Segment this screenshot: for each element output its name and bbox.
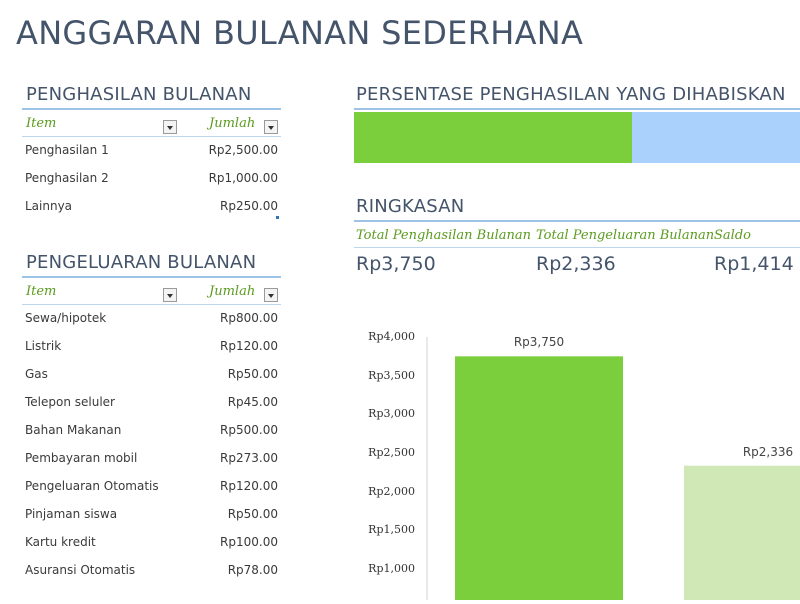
summary-header-divider (354, 247, 800, 248)
percent-spent-title: PERSENTASE PENGHASILAN YANG DIHABISKAN (356, 84, 786, 105)
expenses-row-item[interactable]: Pengeluaran Otomatis (25, 479, 159, 493)
chart-y-tick-label: Rp2,000 (368, 484, 415, 498)
expenses-col-amount-header: Jumlah (209, 284, 256, 299)
chart-y-tick-label: Rp1,500 (368, 523, 415, 537)
income-col-item-header: Item (26, 116, 57, 131)
expenses-header-divider (22, 304, 281, 305)
percent-spent-fill (354, 112, 632, 163)
chart-bar-income[interactable] (455, 356, 623, 600)
income-row-amount[interactable]: Rp1,000.00 (208, 171, 278, 185)
chart-y-tick-label: Rp1,000 (368, 562, 415, 575)
income-title-underline (22, 108, 281, 110)
income-row-amount[interactable]: Rp250.00 (220, 199, 278, 213)
expenses-row-amount[interactable]: Rp800.00 (220, 311, 278, 325)
expenses-row-item[interactable]: Listrik (25, 339, 62, 353)
income-header-divider (22, 136, 281, 137)
expenses-row-amount[interactable]: Rp100.00 (220, 535, 278, 549)
chart-y-tick-label: Rp2,500 (368, 446, 415, 459)
chart-y-tick-label: Rp3,500 (368, 368, 415, 382)
income-row-item[interactable]: Penghasilan 2 (25, 171, 109, 185)
expenses-row-amount[interactable]: Rp500.00 (220, 423, 278, 437)
expenses-col-item-header: Item (26, 284, 57, 299)
percent-spent-bar (354, 112, 800, 163)
expenses-row-item[interactable]: Pembayaran mobil (25, 451, 138, 465)
percent-remaining-fill (632, 112, 800, 163)
summary-section-title: RINGKASAN (356, 196, 465, 217)
expenses-row-amount[interactable]: Rp50.00 (227, 507, 278, 521)
summary-balance-label: Saldo (714, 228, 751, 243)
expenses-row-item[interactable]: Kartu kredit (25, 535, 96, 549)
chart-y-tick-label: Rp3,000 (368, 407, 415, 421)
percent-spent-underline (354, 108, 800, 110)
income-amount-filter-dropdown[interactable] (264, 120, 278, 134)
income-row-item[interactable]: Penghasilan 1 (25, 143, 109, 157)
expenses-section-title: PENGELUARAN BULANAN (26, 252, 257, 273)
chart-bar-expenses[interactable] (684, 465, 800, 600)
expenses-row-amount[interactable]: Rp273.00 (220, 451, 278, 465)
expenses-row-item[interactable]: Bahan Makanan (25, 423, 122, 437)
expenses-row-item[interactable]: Asuransi Otomatis (25, 563, 136, 577)
expenses-row-amount[interactable]: Rp120.00 (220, 479, 278, 493)
chart-data-label: Rp2,336 (742, 444, 794, 459)
summary-total-expenses-label: Total Pengeluaran Bulanan (536, 228, 715, 243)
expenses-title-underline (22, 276, 281, 278)
summary-total-expenses-value: Rp2,336 (536, 253, 616, 275)
income-table-resize-handle[interactable] (276, 216, 279, 219)
summary-title-underline (354, 220, 800, 222)
expenses-amount-filter-dropdown[interactable] (264, 288, 278, 302)
income-section-title: PENGHASILAN BULANAN (26, 84, 252, 105)
expenses-row-amount[interactable]: Rp50.00 (227, 367, 278, 381)
expenses-row-item[interactable]: Pinjaman siswa (25, 507, 118, 521)
expenses-row-amount[interactable]: Rp78.00 (227, 563, 278, 577)
expenses-row-item[interactable]: Sewa/hipotek (25, 311, 107, 325)
expenses-row-item[interactable]: Gas (25, 367, 48, 381)
summary-balance-value: Rp1,414 (714, 253, 794, 275)
expenses-row-item[interactable]: Telepon seluler (25, 395, 115, 409)
expenses-item-filter-dropdown[interactable] (163, 288, 177, 302)
expenses-row-amount[interactable]: Rp45.00 (227, 395, 278, 409)
chart-svg (426, 337, 800, 600)
income-row-amount[interactable]: Rp2,500.00 (208, 143, 278, 157)
expenses-row-amount[interactable]: Rp120.00 (220, 339, 278, 353)
page-title: ANGGARAN BULANAN SEDERHANA (16, 14, 584, 52)
income-item-filter-dropdown[interactable] (163, 120, 177, 134)
income-row-item[interactable]: Lainnya (25, 199, 73, 213)
summary-total-income-value: Rp3,750 (356, 253, 436, 275)
chart-y-tick-label: Rp4,000 (368, 330, 415, 343)
income-col-amount-header: Jumlah (209, 116, 256, 131)
chart-data-label: Rp3,750 (513, 335, 565, 350)
summary-total-income-label: Total Penghasilan Bulanan (356, 228, 531, 243)
income-vs-expenses-chart: Rp1,000 Rp1,500 Rp2,000 Rp2,500 Rp3,000 Rp3,5… (340, 320, 800, 600)
